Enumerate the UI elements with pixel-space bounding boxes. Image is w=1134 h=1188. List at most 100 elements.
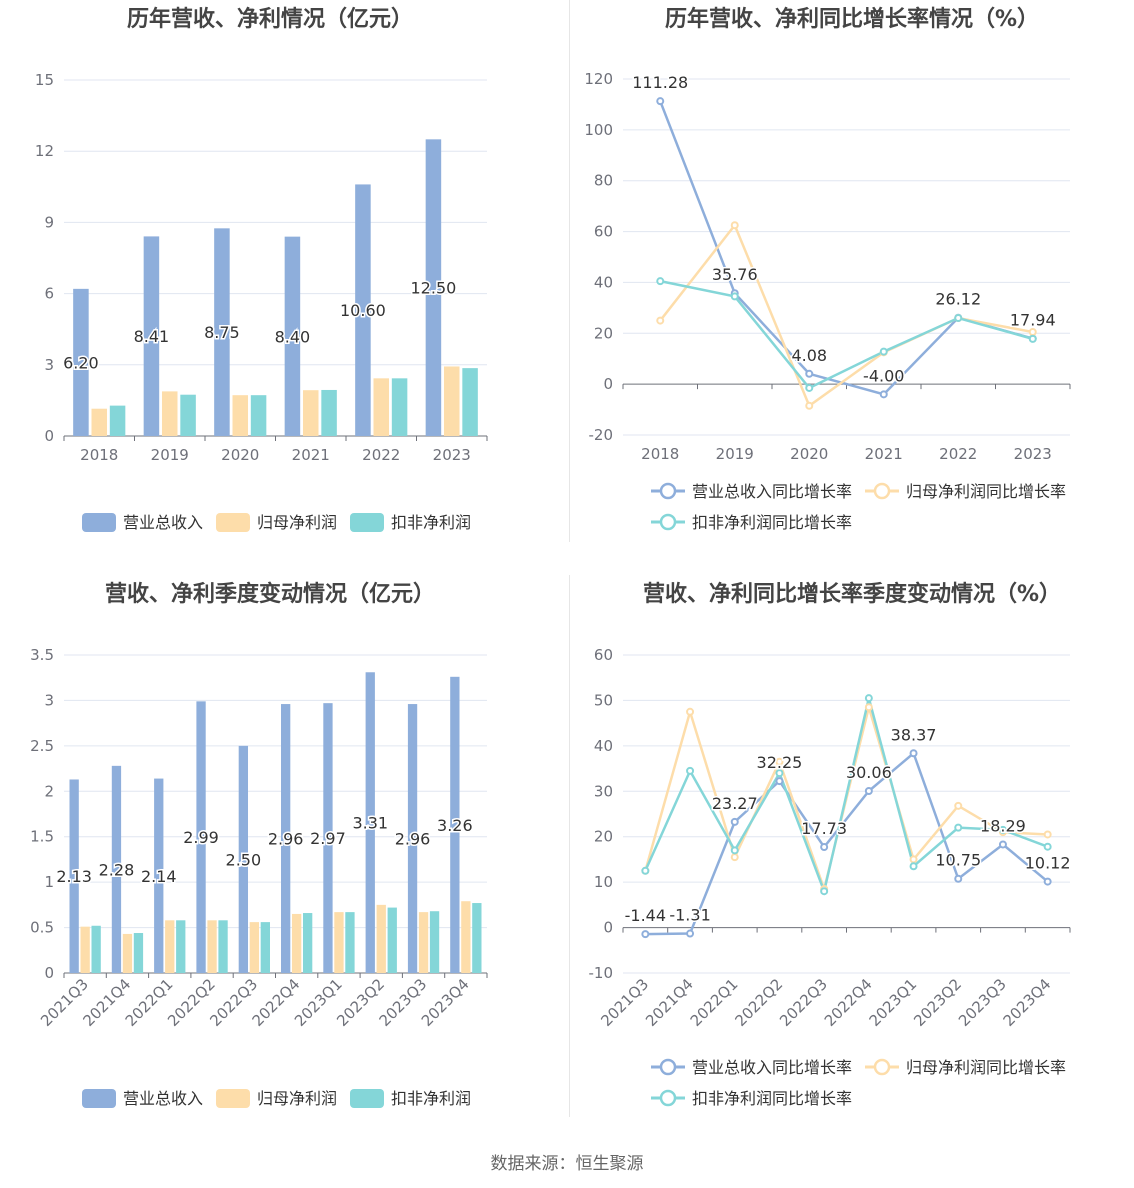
bar-deducted-net-profit: [462, 368, 478, 436]
point-deducted-net-growth: [805, 383, 814, 392]
y-tick-label: 40: [594, 737, 613, 755]
x-tick-label: 2022Q4: [821, 975, 876, 1030]
quarterly-revenue-profit-panel: 营收、净利季度变动情况（亿元） 0 0.5 1 1.5 2 2.5 3 3.5 2021Q3 202…: [0, 575, 567, 1150]
point-deducted-net-growth: [864, 694, 873, 703]
legend-marker: [659, 1058, 677, 1076]
y-tick-label: 0.5: [30, 919, 54, 937]
bar-parent-net-profit: [91, 408, 108, 436]
point-revenue-growth: [820, 843, 829, 852]
bar-data-label: 10.60: [340, 301, 386, 320]
bar-deducted-net-profit: [472, 903, 482, 973]
x-tick-label: 2022: [362, 446, 400, 464]
y-tick-label: 60: [594, 646, 613, 664]
line-data-label: 26.12: [935, 290, 981, 309]
bar-data-label: 2.97: [310, 829, 346, 848]
y-tick-label: 2: [44, 782, 54, 800]
bar-revenue: [450, 676, 460, 973]
annual-growth-chart: 历年营收、净利同比增长率情况（%） -20 0 20 40 60 80 100 120 2018 2…: [584, 6, 1071, 532]
point-parent-net-growth: [730, 853, 739, 862]
point-deducted-net-growth: [686, 766, 695, 775]
y-tick-label: 1: [44, 873, 54, 891]
x-tick-label: 2018: [80, 446, 118, 464]
bar-deducted-net-profit: [91, 925, 101, 973]
bar-parent-net-profit: [161, 391, 178, 436]
bar-data-label: 3.31: [352, 814, 388, 833]
line-data-label: 18.29: [980, 816, 1026, 835]
annual-revenue-profit-panel: 历年营收、净利情况（亿元） 0 3 6 9 12 15 2018 2019 2020 2021 202…: [0, 0, 567, 575]
column-divider-bottom: [569, 575, 570, 1117]
x-tick-label: 2023Q4: [1000, 975, 1055, 1030]
point-parent-net-growth: [1028, 328, 1037, 337]
y-tick-label: 6: [44, 285, 54, 303]
point-revenue-growth: [998, 840, 1007, 849]
legend-swatch: [350, 1089, 384, 1108]
chart-title: 营收、净利同比增长率季度变动情况（%）: [643, 581, 1061, 607]
bar-data-label: 2.50: [226, 850, 262, 869]
bar-deducted-net-profit: [218, 920, 228, 973]
quarterly-revenue-profit-chart: 营收、净利季度变动情况（亿元）00.511.522.533.52021Q3202…: [30, 581, 488, 1108]
legend-label: 归母净利润同比增长率: [906, 482, 1066, 501]
quarterly-growth-panel: 营收、净利同比增长率季度变动情况（%） -10 0 10 20 30 40 50 60 2021Q…: [567, 575, 1134, 1150]
legend-label: 营业总收入同比增长率: [692, 1058, 852, 1077]
x-tick-label: 2023Q4: [418, 975, 473, 1030]
point-revenue-growth: [641, 930, 650, 939]
bar-deducted-net-profit: [109, 405, 126, 436]
point-parent-net-growth: [775, 757, 784, 766]
bar-parent-net-profit: [461, 901, 471, 973]
y-tick-label: 3: [44, 691, 54, 709]
annual-growth-panel: 历年营收、净利同比增长率情况（%） -20 0 20 40 60 80 100 120 2018 2…: [567, 0, 1134, 575]
x-tick-label: 2021Q3: [597, 975, 652, 1030]
point-deducted-net-growth: [641, 866, 650, 875]
line-deducted-net-growth: [644, 697, 1049, 896]
bar-data-label: 2.14: [141, 867, 177, 886]
annual-revenue-profit-chart: 历年营收、净利情况（亿元） 0 3 6 9 12 15 2018 2019 2020 2021 202…: [35, 6, 488, 532]
bar-revenue: [407, 704, 418, 973]
point-deducted-net-growth: [954, 314, 963, 323]
bar-deducted-net-profit: [429, 911, 440, 973]
line-parent-net-growth: [659, 222, 1033, 408]
y-tick-label: 50: [594, 691, 613, 709]
point-deducted-net-growth: [730, 292, 739, 301]
point-parent-net-growth: [805, 401, 814, 410]
line-data-label: 4.08: [791, 346, 827, 365]
point-parent-net-growth: [686, 707, 695, 716]
bar-parent-net-profit: [291, 913, 302, 973]
y-tick-label: 20: [594, 828, 613, 846]
bar-deducted-net-profit: [250, 395, 267, 436]
y-tick-label: 60: [594, 223, 613, 241]
bar-parent-net-profit: [373, 378, 390, 436]
point-parent-net-growth: [1043, 830, 1052, 839]
legend-label: 归母净利润同比增长率: [906, 1058, 1066, 1077]
point-revenue-growth: [879, 390, 888, 399]
legend-label: 营业总收入: [123, 1089, 203, 1108]
x-tick-label: 2021Q4: [642, 975, 697, 1030]
bar-data-label: 2.99: [183, 828, 219, 847]
line-data-label: 17.94: [1010, 311, 1056, 330]
bar-revenue: [238, 745, 249, 973]
y-tick-label: 2.5: [30, 737, 54, 755]
point-revenue-growth: [730, 817, 739, 826]
x-tick-label: 2022Q3: [776, 975, 831, 1030]
bar-revenue: [154, 778, 164, 973]
line-data-label: 38.37: [891, 725, 937, 744]
bar-revenue: [355, 184, 371, 436]
point-deducted-net-growth: [879, 347, 888, 356]
legend-marker: [659, 482, 677, 500]
bar-deducted-net-profit: [387, 907, 397, 973]
y-tick-label: 0: [44, 427, 54, 445]
x-tick-label: 2022Q1: [687, 975, 742, 1030]
y-tick-label: 0: [44, 964, 54, 982]
point-parent-net-growth: [656, 316, 665, 325]
point-deducted-net-growth: [1028, 334, 1037, 343]
line-data-label: 35.76: [712, 265, 758, 284]
y-tick-label: -10: [589, 964, 614, 982]
bar-revenue: [425, 139, 442, 437]
line-data-label: 23.27: [712, 794, 758, 813]
chart-title: 营收、净利季度变动情况（亿元）: [105, 581, 435, 607]
point-revenue-growth: [775, 777, 784, 786]
legend-swatch: [82, 513, 116, 532]
line-data-label: -1.31: [669, 906, 710, 925]
legend-label: 归母净利润: [257, 513, 337, 532]
line-data-label: -1.44: [625, 906, 666, 925]
bar-data-label: 12.50: [411, 279, 457, 298]
